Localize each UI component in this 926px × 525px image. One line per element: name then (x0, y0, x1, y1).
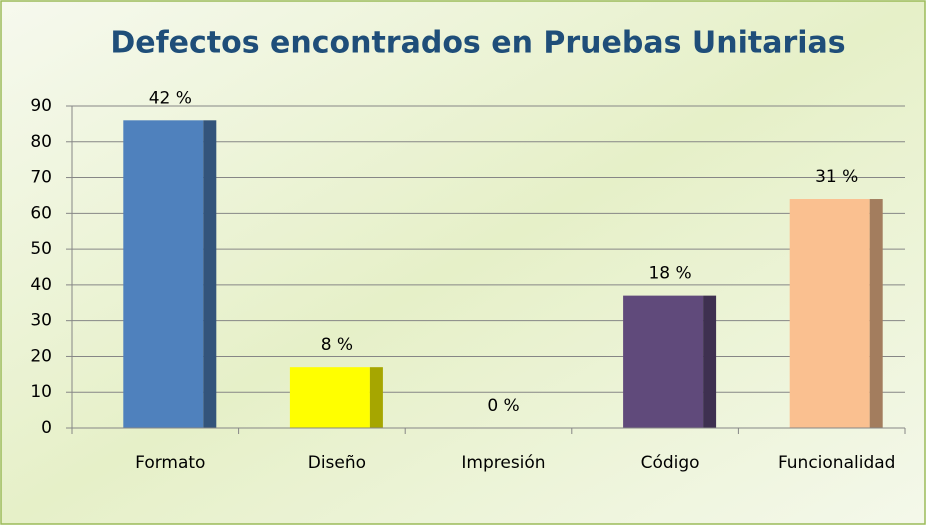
x-tick-label: Formato (135, 453, 205, 473)
y-tick-label: 0 (41, 418, 52, 438)
data-label: 42 % (149, 88, 192, 108)
y-tick-label: 30 (30, 311, 52, 331)
y-tick-label: 70 (30, 168, 52, 188)
x-tick-label: Diseño (308, 453, 366, 473)
bar-side (703, 295, 717, 428)
bar (289, 367, 370, 428)
y-tick-label: 40 (30, 275, 52, 295)
x-tick-label: Impresión (461, 453, 545, 473)
chart-title: Defectos encontrados en Pruebas Unitaria… (110, 26, 845, 61)
bar-side (369, 367, 383, 428)
data-label: 8 % (321, 335, 353, 355)
y-tick-label: 20 (30, 346, 52, 366)
bar-side (869, 199, 883, 428)
y-tick-label: 10 (30, 382, 52, 402)
y-tick-label: 80 (30, 132, 52, 152)
bar (123, 120, 204, 429)
bar (623, 295, 704, 428)
x-tick-label: Funcionalidad (778, 453, 896, 473)
data-label: 18 % (648, 264, 691, 284)
data-label: 0 % (487, 396, 519, 416)
y-tick-label: 60 (30, 203, 52, 223)
bar (789, 199, 870, 428)
data-label: 31 % (815, 167, 858, 187)
y-tick-label: 50 (30, 239, 52, 259)
x-tick-label: Código (641, 453, 700, 473)
bar-side (203, 120, 217, 429)
y-tick-label: 90 (30, 96, 52, 116)
